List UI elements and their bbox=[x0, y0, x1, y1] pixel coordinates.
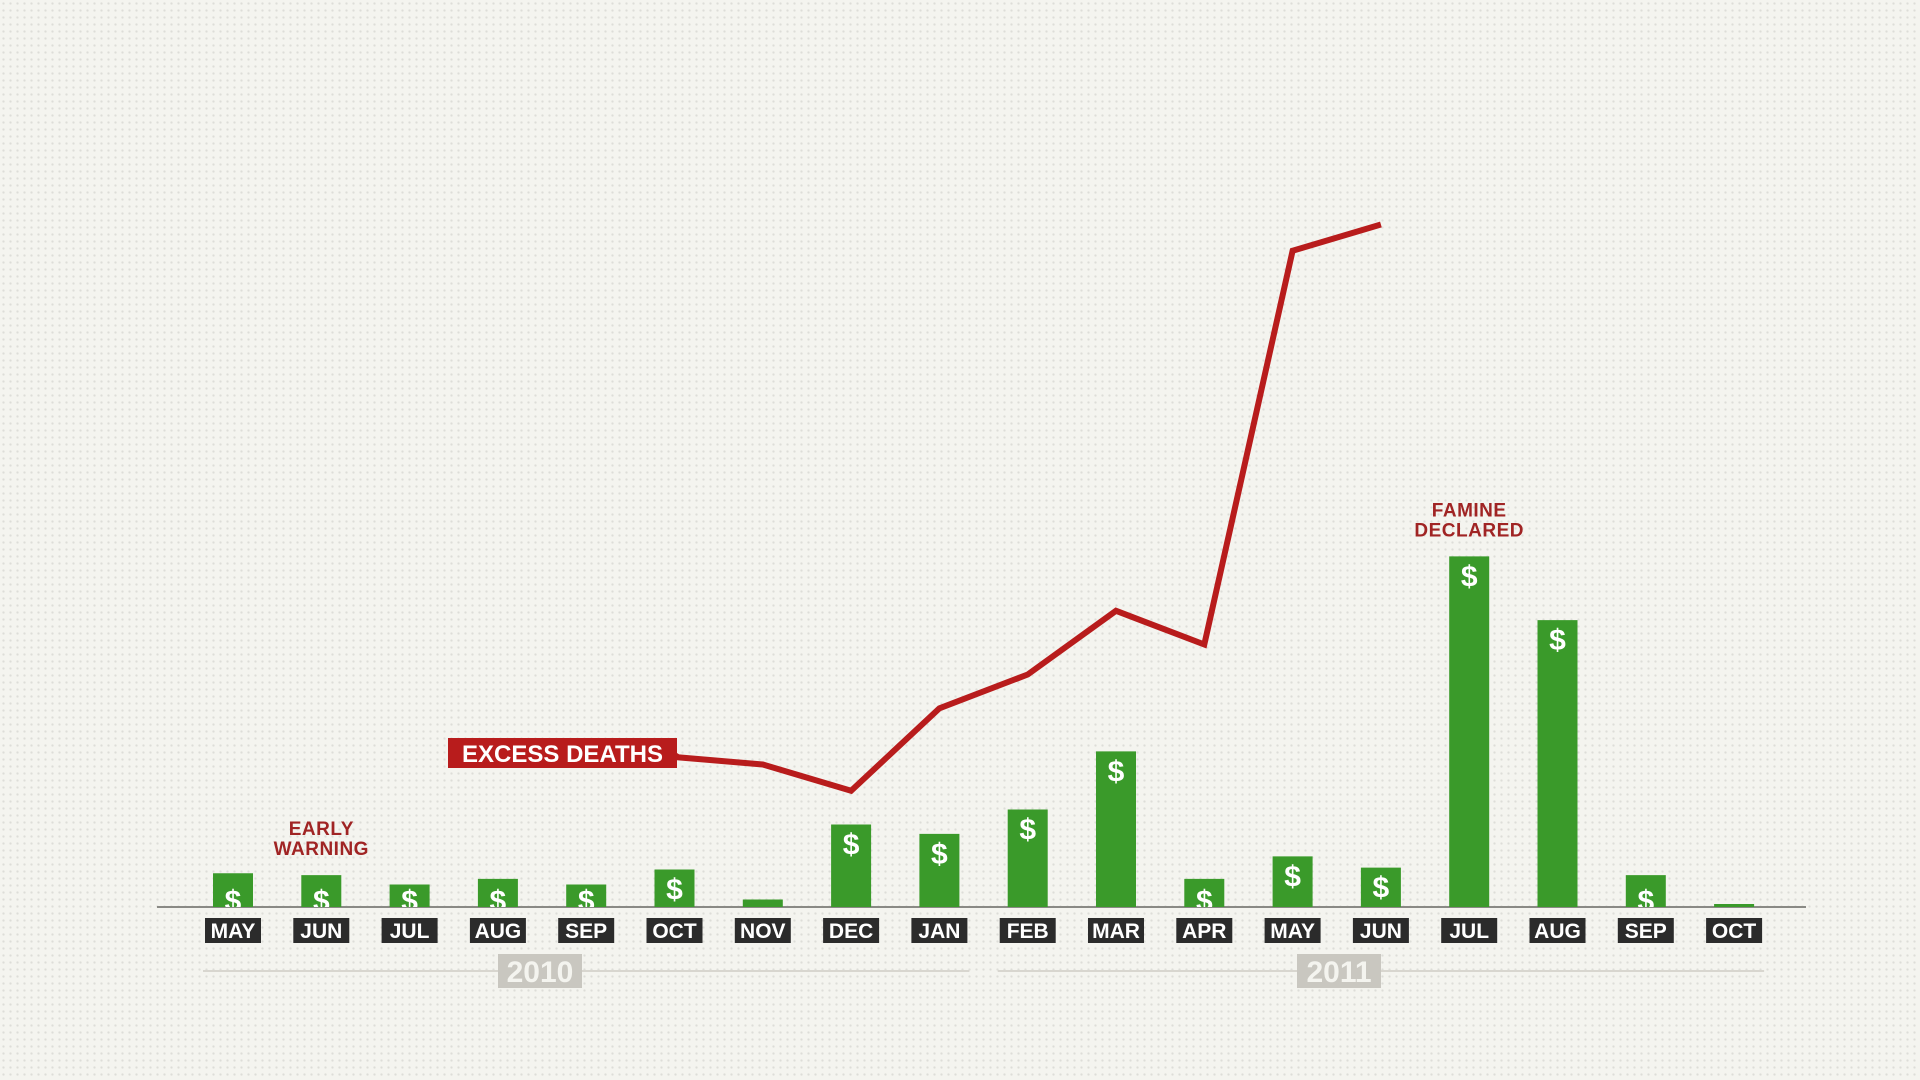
bar-dollar-label: $ bbox=[1284, 860, 1301, 893]
bar bbox=[213, 873, 253, 907]
month-label-box bbox=[558, 918, 615, 943]
bar bbox=[1272, 856, 1313, 907]
bar bbox=[1096, 751, 1136, 907]
month-label: NOV bbox=[740, 920, 786, 943]
bar bbox=[1184, 878, 1225, 907]
month-label-box bbox=[911, 918, 968, 943]
month-label-box bbox=[999, 918, 1056, 943]
bar bbox=[389, 884, 430, 907]
bar bbox=[654, 869, 695, 907]
month-label-box bbox=[205, 918, 261, 943]
bar-dollar-label: $ bbox=[1373, 872, 1390, 905]
month-label: JUN bbox=[1360, 920, 1402, 943]
bar bbox=[1537, 620, 1578, 907]
bar bbox=[301, 875, 342, 907]
bar-dollar-label: $ bbox=[1196, 885, 1213, 918]
year-label: 2011 bbox=[1306, 956, 1371, 989]
annotation-line: WARNING bbox=[274, 839, 369, 860]
month-label-box bbox=[646, 918, 703, 943]
month-label-box bbox=[1088, 918, 1144, 943]
month-label-box bbox=[734, 918, 791, 943]
month-label-box bbox=[1176, 918, 1233, 943]
bar bbox=[1714, 904, 1755, 907]
month-label: MAY bbox=[1270, 920, 1315, 943]
bar bbox=[566, 884, 607, 907]
month-label: SEP bbox=[565, 920, 607, 943]
bar bbox=[1625, 875, 1666, 907]
month-label-box bbox=[381, 918, 438, 943]
month-label-box bbox=[1264, 918, 1321, 943]
month-label: JUL bbox=[1449, 920, 1489, 943]
month-label-box bbox=[1617, 918, 1674, 943]
bar-dollar-label: $ bbox=[401, 885, 418, 918]
bar-dollar-label: $ bbox=[931, 838, 948, 871]
month-label: OCT bbox=[652, 920, 697, 943]
bar bbox=[1007, 809, 1048, 907]
month-label: DEC bbox=[829, 920, 873, 943]
bar-series: $ $ $ $ $ $ $ $ $ $ $ $ $ $ $ $ bbox=[213, 556, 1755, 918]
month-label-box bbox=[823, 918, 880, 943]
month-label: MAY bbox=[211, 920, 256, 943]
bar bbox=[831, 824, 872, 907]
month-label: OCT bbox=[1712, 920, 1757, 943]
month-label-box bbox=[469, 918, 526, 943]
bar-dollar-label: $ bbox=[225, 885, 242, 918]
bar-dollar-label: $ bbox=[1108, 755, 1125, 788]
month-labels: MAY JUN JUL AUG SEP OCT NOV DEC JAN FEB MAR APR MAY J… bbox=[205, 918, 1763, 943]
bar bbox=[1360, 867, 1401, 907]
annotation-line: EARLY bbox=[289, 819, 354, 840]
bar-dollar-label: $ bbox=[843, 829, 860, 862]
month-label: SEP bbox=[1625, 920, 1667, 943]
month-label: FEB bbox=[1007, 920, 1049, 943]
bar-dollar-label: $ bbox=[1549, 624, 1566, 657]
year-label-box bbox=[1297, 954, 1381, 988]
month-label-box bbox=[1706, 918, 1763, 943]
month-label: JUN bbox=[300, 920, 342, 943]
bar-dollar-label: $ bbox=[1019, 814, 1036, 847]
month-label-box bbox=[293, 918, 350, 943]
year-label: 2010 bbox=[507, 956, 574, 989]
year-label-box bbox=[498, 954, 582, 988]
bar-dollar-label: $ bbox=[313, 885, 330, 918]
bar-dollar-label: $ bbox=[490, 885, 507, 918]
month-label: JAN bbox=[918, 920, 960, 943]
month-label: MAR bbox=[1092, 920, 1140, 943]
bar-dollar-label: $ bbox=[578, 885, 595, 918]
annotation-line: FAMINE bbox=[1432, 500, 1507, 521]
excess-deaths-label-box bbox=[448, 738, 677, 768]
bar bbox=[742, 899, 783, 907]
month-label-box bbox=[1352, 918, 1409, 943]
bar bbox=[477, 878, 518, 907]
month-label-box bbox=[1529, 918, 1586, 943]
bar-dollar-label: $ bbox=[1461, 560, 1478, 593]
month-label: AUG bbox=[475, 920, 522, 943]
bar bbox=[1449, 556, 1490, 907]
year-labels: 2010 2011 bbox=[498, 954, 1381, 989]
line-series: EXCESS DEATHS bbox=[448, 221, 1382, 795]
bar-dollar-label: $ bbox=[666, 874, 683, 907]
month-label-box bbox=[1441, 918, 1498, 943]
excess-deaths-line bbox=[669, 221, 1382, 795]
month-label: APR bbox=[1182, 920, 1226, 943]
month-label: AUG bbox=[1534, 920, 1581, 943]
bar bbox=[919, 833, 960, 907]
annotation-line: DECLARED bbox=[1414, 520, 1524, 541]
bar-dollar-label: $ bbox=[1637, 885, 1654, 918]
month-label: JUL bbox=[390, 920, 430, 943]
excess-deaths-label: EXCESS DEATHS bbox=[462, 741, 663, 768]
